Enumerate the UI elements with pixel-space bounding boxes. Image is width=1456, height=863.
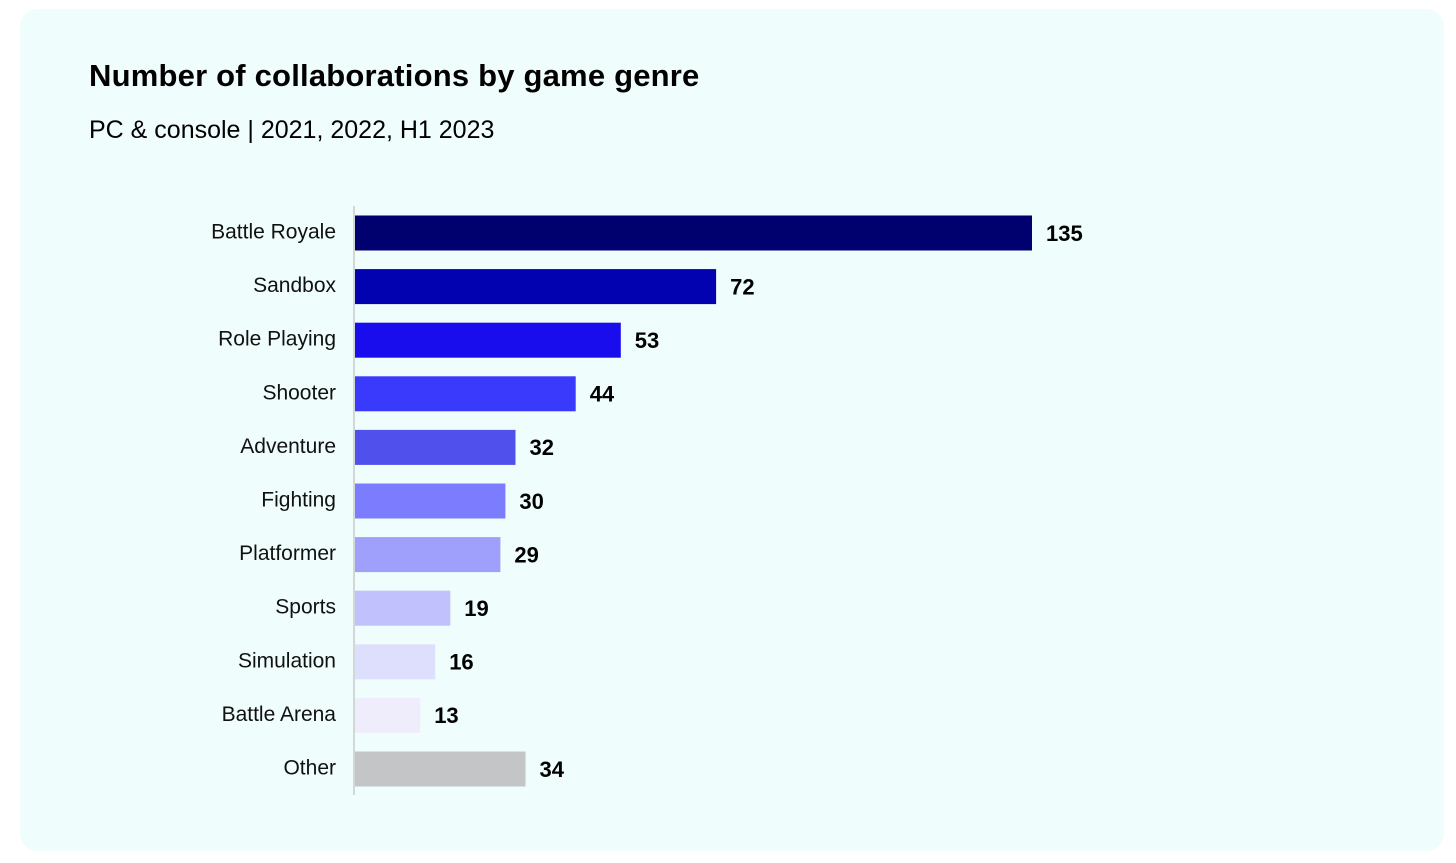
category-labels-group: Battle Royale Sandbox Role Playing Shooter A… — [211, 221, 336, 780]
chart-title: Number of collaborations by game genre — [89, 58, 700, 93]
bar-shooter — [355, 376, 576, 412]
bar-battle-arena — [355, 697, 421, 733]
bar-battle-royale — [355, 215, 1032, 251]
category-label-adventure: Adventure — [240, 435, 336, 458]
bars-group — [355, 215, 1032, 787]
bar-role-playing — [355, 322, 621, 358]
category-label-other: Other — [283, 757, 336, 780]
category-label-sandbox: Sandbox — [253, 274, 336, 297]
category-label-simulation: Simulation — [238, 649, 336, 672]
value-label-sandbox: 72 — [730, 274, 754, 299]
value-label-adventure: 32 — [530, 435, 554, 460]
bar-platformer — [355, 537, 501, 573]
value-labels-group: 135 72 53 44 32 30 29 19 16 13 34 — [434, 221, 1083, 782]
category-label-role-playing: Role Playing — [218, 328, 336, 351]
category-label-shooter: Shooter — [262, 381, 336, 404]
value-label-other: 34 — [540, 757, 565, 782]
value-label-battle-royale: 135 — [1046, 221, 1083, 246]
value-label-role-playing: 53 — [635, 328, 659, 353]
value-label-sports: 19 — [464, 596, 488, 621]
value-label-shooter: 44 — [590, 382, 615, 407]
bar-sports — [355, 590, 451, 626]
chart-subtitle: PC & console | 2021, 2022, H1 2023 — [89, 116, 495, 144]
category-label-fighting: Fighting — [261, 489, 336, 512]
bar-other — [355, 751, 526, 787]
value-label-fighting: 30 — [519, 489, 543, 514]
value-label-battle-arena: 13 — [434, 703, 458, 728]
bar-simulation — [355, 644, 436, 680]
category-label-battle-royale: Battle Royale — [211, 221, 336, 244]
category-label-battle-arena: Battle Arena — [222, 703, 337, 726]
bar-fighting — [355, 483, 506, 519]
bar-adventure — [355, 429, 516, 465]
category-label-platformer: Platformer — [239, 542, 336, 565]
value-label-platformer: 29 — [514, 542, 538, 567]
bar-sandbox — [355, 269, 717, 305]
chart-card — [20, 9, 1444, 851]
value-label-simulation: 16 — [449, 650, 473, 675]
category-label-sports: Sports — [275, 596, 336, 619]
